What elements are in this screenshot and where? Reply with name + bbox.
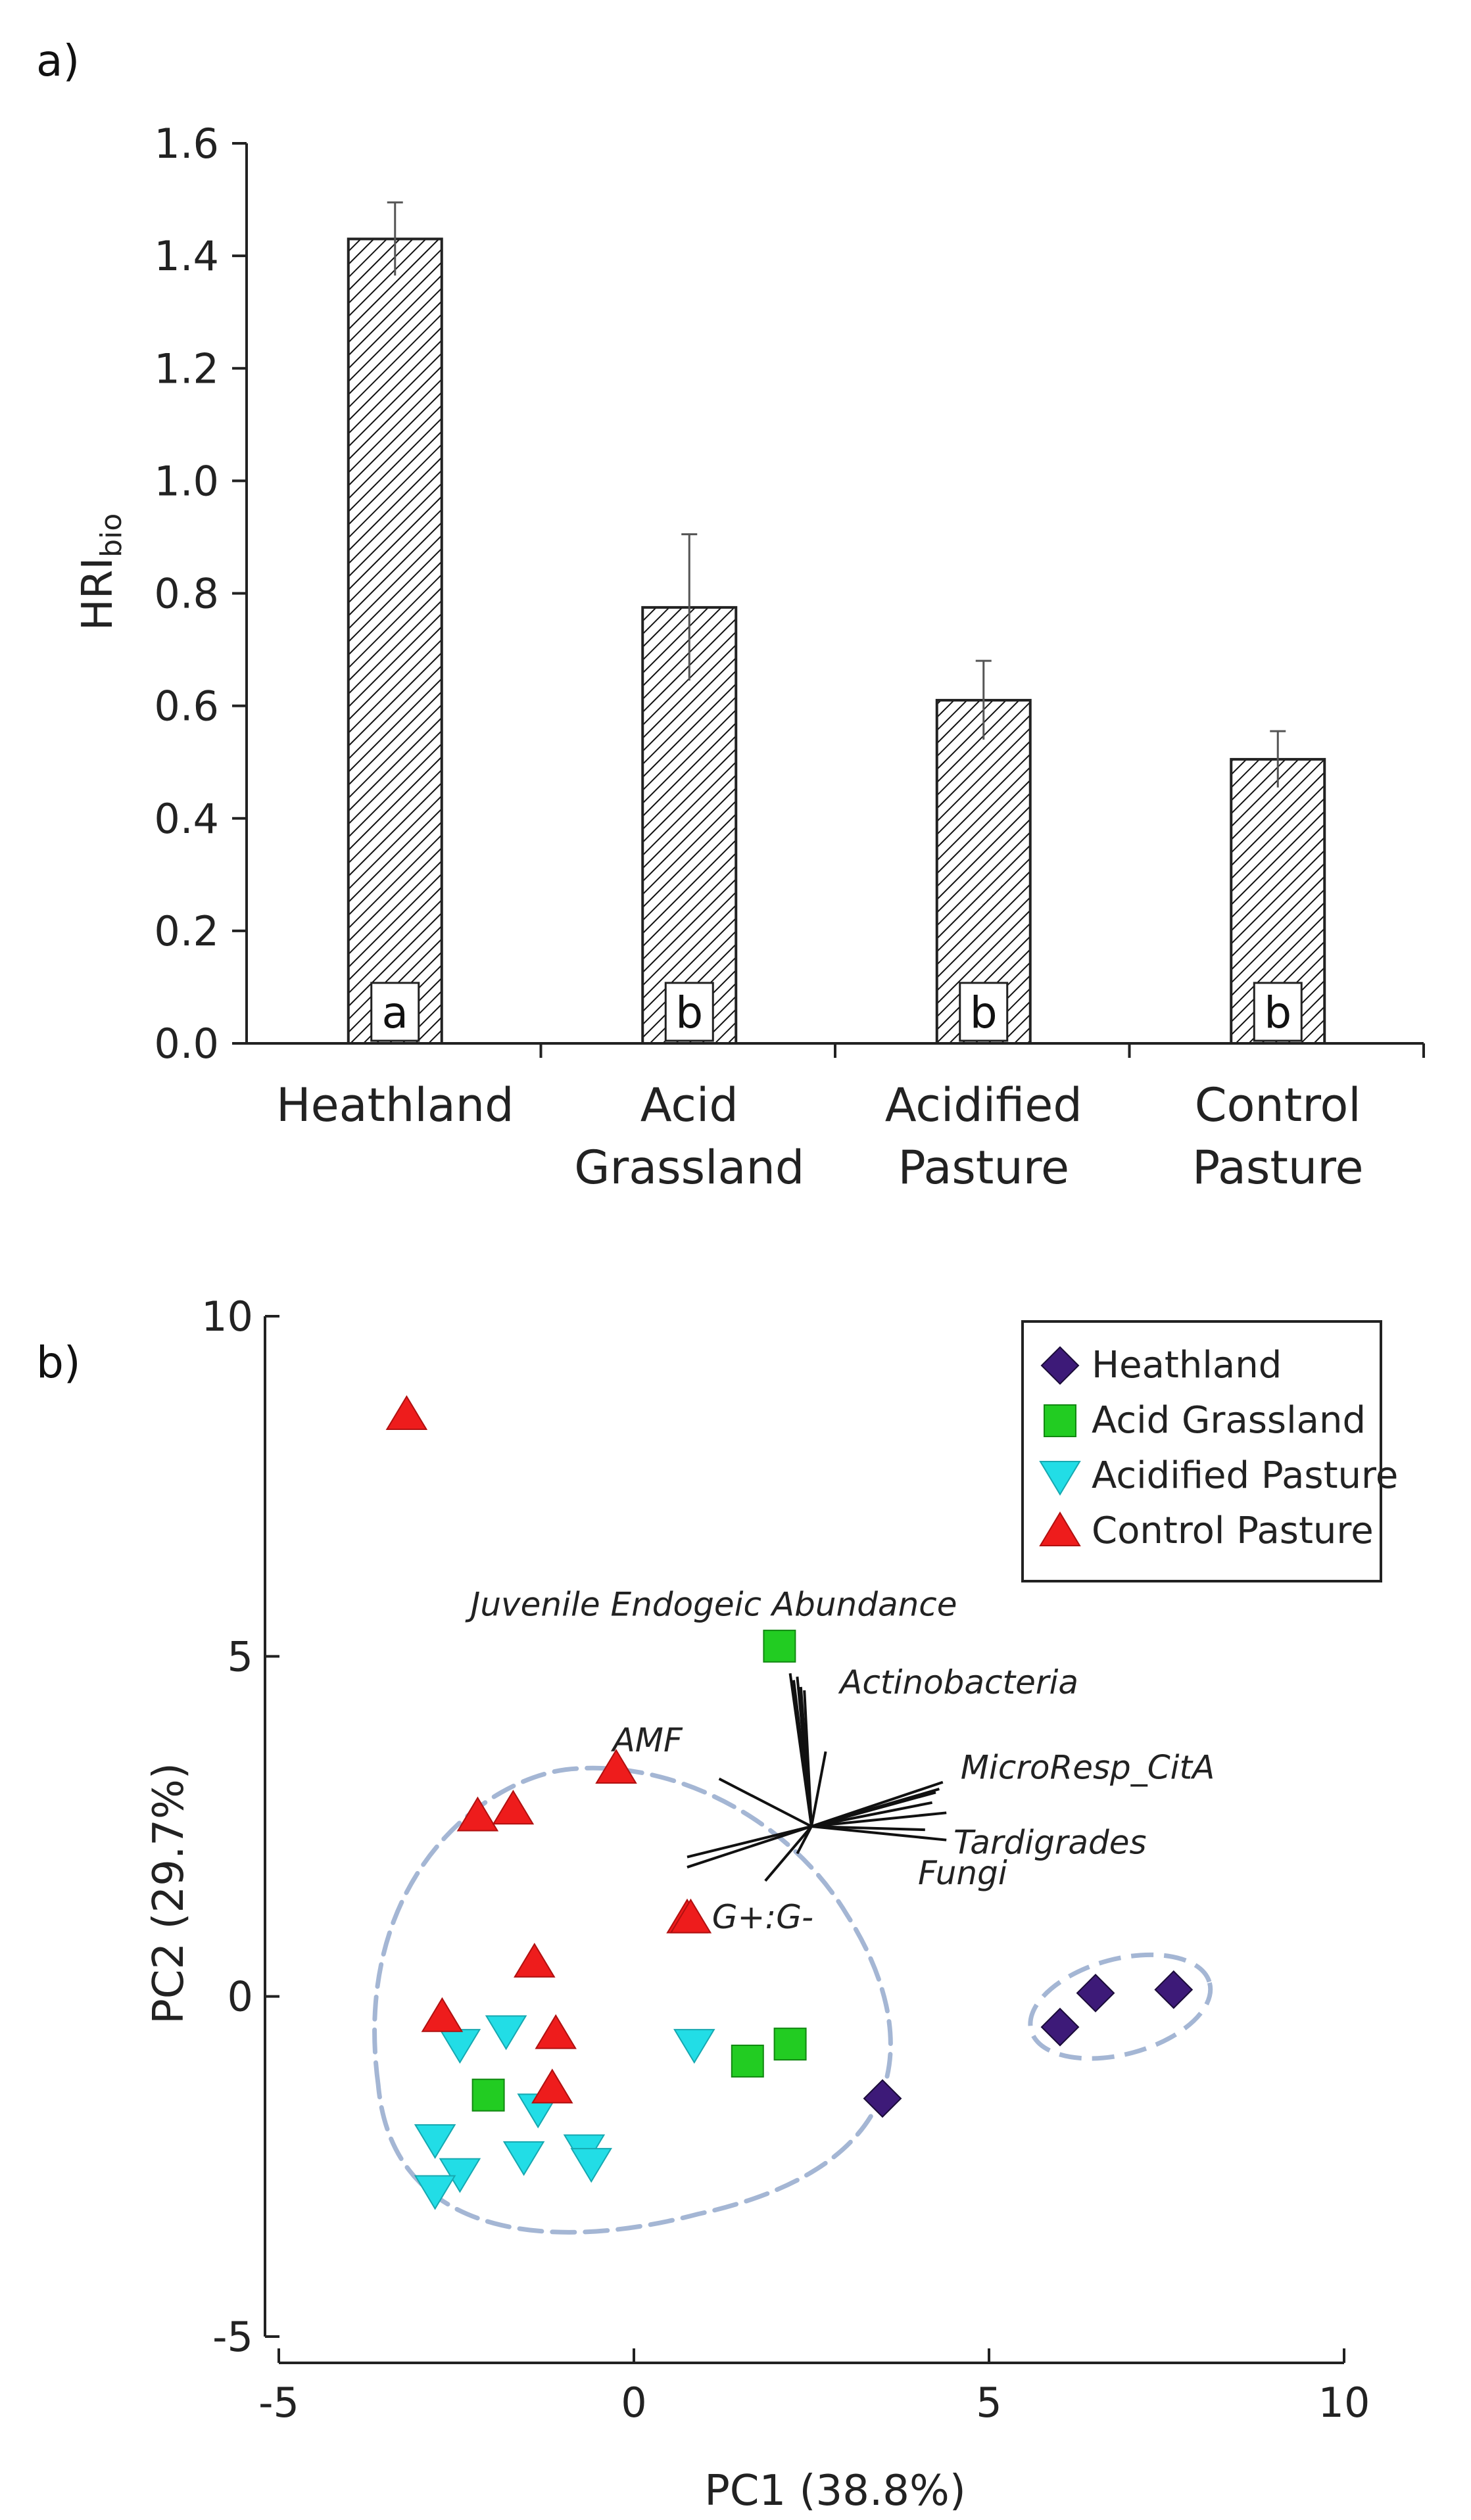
scatter-point <box>421 1997 464 2032</box>
scatter-point <box>773 2028 807 2061</box>
scatter-point <box>456 1796 499 1832</box>
scatter-chart: -5 0 5 10 -5 0 5 10 Juvenile Endogeic Abundance A… <box>201 1293 1370 2427</box>
legend-label: Heathland <box>1092 1344 1282 1387</box>
scatter-x-tick-label: 0 <box>621 2379 646 2427</box>
significance-box <box>959 982 1009 1042</box>
loading-vector <box>811 1791 936 1828</box>
bar-y-axis-title: HRIbio <box>74 513 128 631</box>
bar-y-tick-label: 0.6 <box>154 682 219 730</box>
loading-vector <box>811 1801 932 1828</box>
scatter-point <box>439 2029 481 2064</box>
scatter-y-tick-label: 0 <box>228 1973 253 2021</box>
loading-label: Actinobacteria <box>838 1663 1078 1701</box>
scatter-y-tick-label: -5 <box>212 2313 253 2361</box>
bar-ylabel: HRI <box>74 558 122 630</box>
loading-vector <box>803 1690 813 1827</box>
scatter-point <box>531 2068 573 2104</box>
scatter-point <box>1154 1970 1194 2009</box>
loading-label: MicroResp_CitA <box>961 1749 1215 1787</box>
scatter-point <box>863 2079 902 2118</box>
significance-letter: b <box>675 987 703 1038</box>
scatter-point <box>595 1749 637 1784</box>
scatter-point <box>1040 2007 1080 2047</box>
loading-label: G+:G- <box>712 1898 813 1936</box>
scatter-point <box>414 2175 456 2210</box>
scatter-point <box>669 1898 712 1934</box>
loading-label: AMF <box>611 1721 683 1759</box>
chart-legend: Heathland Acid Grassland Acidified Pasture… <box>1021 1320 1398 1582</box>
bar-category-label: Acidified <box>885 1078 1082 1132</box>
scatter-point <box>485 2015 527 2051</box>
legend-label: Acid Grassland <box>1092 1399 1366 1442</box>
significance-box <box>1253 982 1303 1042</box>
bar-category-label: Pasture <box>1192 1141 1364 1195</box>
scatter-point <box>673 2029 715 2064</box>
bar-category-label: Grassland <box>574 1141 804 1195</box>
loading-label: Fungi <box>918 1854 1007 1892</box>
scatter-x-axis-title: PC1 (38.8%) <box>704 2467 966 2515</box>
bar-category-label: Pasture <box>898 1141 1069 1195</box>
loading-vector <box>792 1680 813 1827</box>
bar-y-tick-label: 0.2 <box>154 907 219 955</box>
scatter-point <box>471 2078 505 2112</box>
legend-label: Control Pasture <box>1092 1510 1374 1552</box>
scatter-y-tick-label: 5 <box>228 1632 253 1680</box>
legend-marker <box>1039 1461 1081 1496</box>
loading-vector <box>764 1825 813 1882</box>
scatter-x-tick-label: -5 <box>258 2379 299 2427</box>
scatter-x-tick-label: 5 <box>976 2379 1001 2427</box>
scatter-y-tick-label: 10 <box>201 1293 253 1341</box>
scatter-point <box>492 1790 535 1825</box>
bar-category-label: Control <box>1195 1078 1361 1132</box>
bar-y-tick-label: 0.8 <box>154 570 219 618</box>
loading-vector <box>687 1825 812 1868</box>
legend-marker <box>1040 1346 1080 1385</box>
panel-a-label: a) <box>36 36 80 86</box>
bar-y-tick-label: 1.6 <box>154 120 219 168</box>
legend-box <box>1021 1320 1382 1582</box>
bar-chart: 0.0 0.2 0.4 0.6 0.8 1.0 1.2 1.4 1.6 a Heathland b Ac… <box>154 120 1425 1195</box>
bar-y-tick-label: 1.0 <box>154 457 219 505</box>
loading-vector <box>810 1751 827 1827</box>
svg-text:HRIbio: HRIbio <box>74 513 128 631</box>
scatter-y-axis-title: PC2 (29.7%) <box>145 1763 193 2024</box>
legend-marker <box>1039 1511 1081 1546</box>
scatter-point <box>535 2014 577 2049</box>
legend-marker <box>1044 1404 1076 1437</box>
scatter-point <box>763 1629 796 1663</box>
bar-y-tick-label: 0.4 <box>154 795 219 843</box>
scatter-x-tick-label: 10 <box>1318 2379 1370 2427</box>
significance-box <box>664 982 714 1042</box>
significance-box <box>370 982 420 1042</box>
scatter-point <box>570 2148 612 2183</box>
bar-y-tick-label: 0.0 <box>154 1020 219 1068</box>
panel-b-label: b) <box>36 1337 81 1388</box>
group-outline-heathland <box>1028 1952 1213 2061</box>
scatter-point <box>731 2044 764 2078</box>
scatter-point <box>1076 1974 1115 2012</box>
legend-label: Acidified Pasture <box>1092 1454 1398 1497</box>
loading-vector <box>718 1777 812 1828</box>
significance-letter: a <box>382 987 408 1038</box>
significance-letter: b <box>1264 987 1291 1038</box>
significance-letter: b <box>970 987 998 1038</box>
bar-category-label: Heathland <box>276 1078 514 1132</box>
loading-vector <box>811 1825 947 1842</box>
loading-vector <box>811 1811 947 1828</box>
loading-label: Juvenile Endogeic Abundance <box>465 1585 957 1623</box>
scatter-point <box>514 1942 556 1978</box>
loading-vector <box>687 1825 812 1859</box>
bar-category-label: Acid <box>640 1078 738 1132</box>
bar-y-tick-label: 1.2 <box>154 345 219 392</box>
bar <box>347 237 443 1045</box>
scatter-point <box>385 1395 428 1431</box>
bar-ylabel-subscript: bio <box>95 513 128 558</box>
loading-label: Tardigrades <box>953 1823 1147 1861</box>
bar-y-tick-label: 1.4 <box>154 232 219 280</box>
scatter-point <box>414 2124 456 2159</box>
loading-vector <box>811 1825 925 1832</box>
scatter-point <box>502 2141 545 2176</box>
